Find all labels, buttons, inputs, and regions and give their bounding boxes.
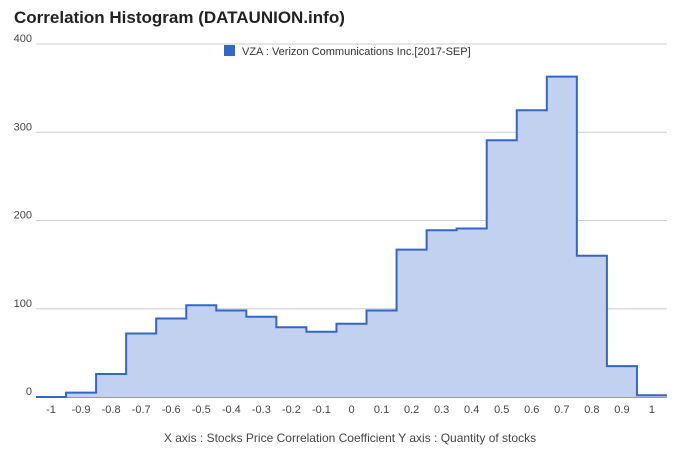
- histogram-bin[interactable]: [96, 374, 126, 397]
- x-tick-label: 1: [649, 404, 655, 416]
- histogram-bin[interactable]: [397, 250, 427, 397]
- histogram-bin[interactable]: [126, 333, 156, 397]
- histogram-bin[interactable]: [547, 77, 577, 397]
- x-tick-label: 0.1: [374, 404, 389, 416]
- x-tick-label: -1: [46, 404, 56, 416]
- histogram-bin[interactable]: [156, 318, 186, 397]
- x-tick-label: -0.1: [312, 404, 331, 416]
- y-tick-label: 100: [14, 298, 32, 310]
- x-tick-label: 0.6: [524, 404, 539, 416]
- x-tick-label: 0.4: [464, 404, 479, 416]
- histogram-bin[interactable]: [577, 256, 607, 397]
- histogram-bin[interactable]: [186, 305, 216, 397]
- histogram-bin[interactable]: [457, 228, 487, 397]
- x-tick-labels: -1 -0.9 -0.8 -0.7 -0.6 -0.5 -0.4 -0.3 -0.2 -0.1 0 0…: [46, 404, 655, 416]
- y-tick-label: 300: [14, 121, 32, 133]
- x-tick-label: -0.9: [72, 404, 91, 416]
- x-tick-label: -0.5: [192, 404, 211, 416]
- x-tick-label: -0.6: [162, 404, 181, 416]
- x-tick-label: -0.8: [102, 404, 121, 416]
- histogram-bin[interactable]: [367, 311, 397, 397]
- histogram-bin[interactable]: [216, 311, 246, 397]
- x-tick-label: 0.5: [494, 404, 509, 416]
- y-tick-label: 400: [14, 33, 32, 45]
- x-tick-label: -0.2: [282, 404, 301, 416]
- legend-label: VZA : Verizon Communications Inc.[2017-S…: [242, 46, 471, 58]
- x-tick-label: 0: [348, 404, 354, 416]
- histogram-bin[interactable]: [306, 332, 336, 397]
- histogram-bin[interactable]: [487, 140, 517, 397]
- x-tick-label: -0.3: [252, 404, 271, 416]
- y-tick-labels: 0 100 200 300 400: [14, 33, 32, 398]
- x-tick-label: 0.7: [554, 404, 569, 416]
- histogram-bin[interactable]: [336, 324, 366, 397]
- x-tick-label: 0.9: [614, 404, 629, 416]
- chart-title: Correlation Histogram (DATAUNION.info): [14, 8, 345, 27]
- histogram-bin[interactable]: [517, 110, 547, 397]
- histogram-outline: [36, 75, 667, 398]
- histogram-bin[interactable]: [246, 317, 276, 397]
- x-axis-caption: X axis : Stocks Price Correlation Coeffi…: [164, 431, 536, 445]
- histogram-bin[interactable]: [607, 366, 637, 397]
- x-tick-label: 0.2: [404, 404, 419, 416]
- histogram-fill: [36, 76, 667, 397]
- histogram-bin[interactable]: [637, 395, 667, 397]
- legend[interactable]: VZA : Verizon Communications Inc.[2017-S…: [224, 45, 471, 58]
- histogram-area: [36, 75, 667, 398]
- histogram-bin[interactable]: [427, 230, 457, 397]
- x-tick-label: -0.4: [222, 404, 241, 416]
- histogram-bin[interactable]: [66, 393, 96, 397]
- x-tick-label: -0.7: [132, 404, 151, 416]
- legend-swatch: [224, 45, 235, 56]
- y-tick-label: 0: [26, 386, 32, 398]
- x-tick-label: 0.3: [434, 404, 449, 416]
- histogram-bin[interactable]: [276, 327, 306, 397]
- x-tick-label: 0.8: [584, 404, 599, 416]
- y-tick-label: 200: [14, 210, 32, 222]
